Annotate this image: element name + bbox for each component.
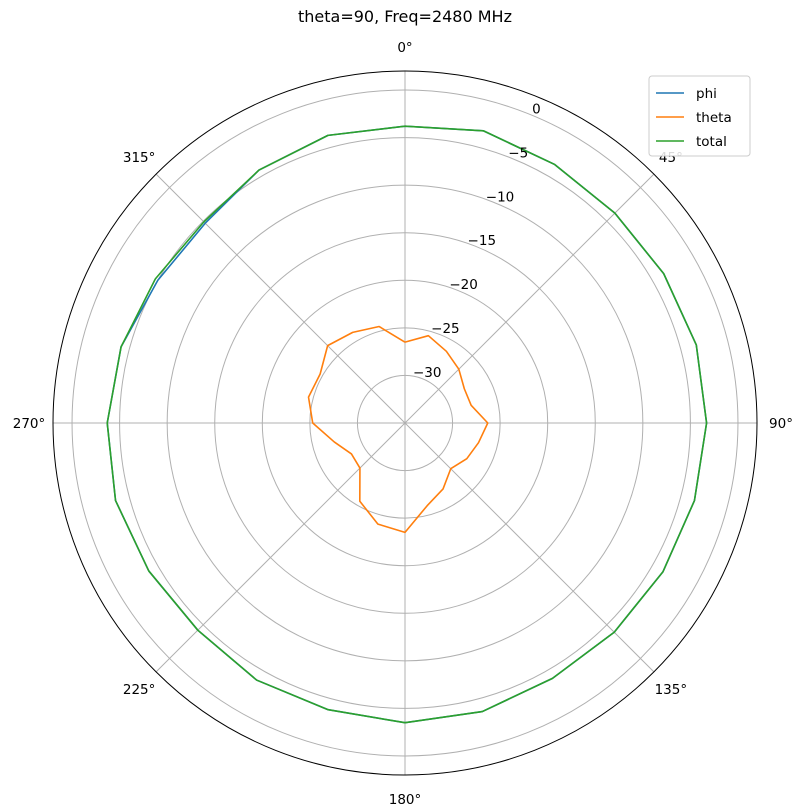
legend-label-total: total bbox=[696, 134, 727, 150]
angular-gridline bbox=[155, 422, 406, 673]
legend: phi theta total bbox=[648, 75, 751, 157]
radial-gridline bbox=[309, 327, 501, 519]
angle-tick-label: 90° bbox=[769, 416, 793, 432]
grid-layer bbox=[52, 70, 758, 776]
angle-tick-label: 270° bbox=[13, 416, 46, 432]
radial-tick-label: 0 bbox=[532, 101, 541, 117]
angular-gridline bbox=[404, 173, 655, 424]
polar-frame bbox=[52, 70, 758, 776]
radial-tick-label: −5 bbox=[508, 145, 528, 161]
series-line-theta bbox=[307, 325, 489, 534]
angle-tick-label: 225° bbox=[123, 682, 156, 698]
radial-gridline bbox=[214, 232, 596, 614]
radial-tick-label: −10 bbox=[486, 189, 515, 205]
radial-tick-label: −15 bbox=[468, 233, 497, 249]
angle-tick-label: 315° bbox=[123, 150, 156, 166]
series-layer bbox=[106, 125, 708, 724]
radial-gridline bbox=[356, 374, 454, 472]
chart-title: theta=90, Freq=2480 MHz bbox=[298, 7, 512, 26]
angle-tick-label: 135° bbox=[655, 682, 688, 698]
radial-gridline bbox=[119, 137, 691, 709]
angular-gridline bbox=[404, 422, 655, 673]
legend-box bbox=[648, 75, 751, 157]
angle-tick-label: 0° bbox=[397, 40, 412, 56]
radial-tick-label: −30 bbox=[413, 365, 442, 381]
radial-gridline bbox=[261, 279, 549, 567]
radial-gridline bbox=[71, 89, 739, 757]
legend-label-theta: theta bbox=[696, 110, 732, 126]
angular-gridline bbox=[155, 173, 406, 424]
angle-tick-label: 180° bbox=[389, 792, 422, 808]
legend-label-phi: phi bbox=[696, 86, 717, 102]
radial-tick-label: −25 bbox=[431, 321, 460, 337]
radial-tick-label: −20 bbox=[449, 277, 478, 293]
radial-gridline bbox=[166, 184, 644, 662]
labels-layer: 0°45°90°135°180°225°270°315°0−5−10−15−20… bbox=[13, 40, 793, 808]
series-line-total bbox=[106, 125, 708, 724]
